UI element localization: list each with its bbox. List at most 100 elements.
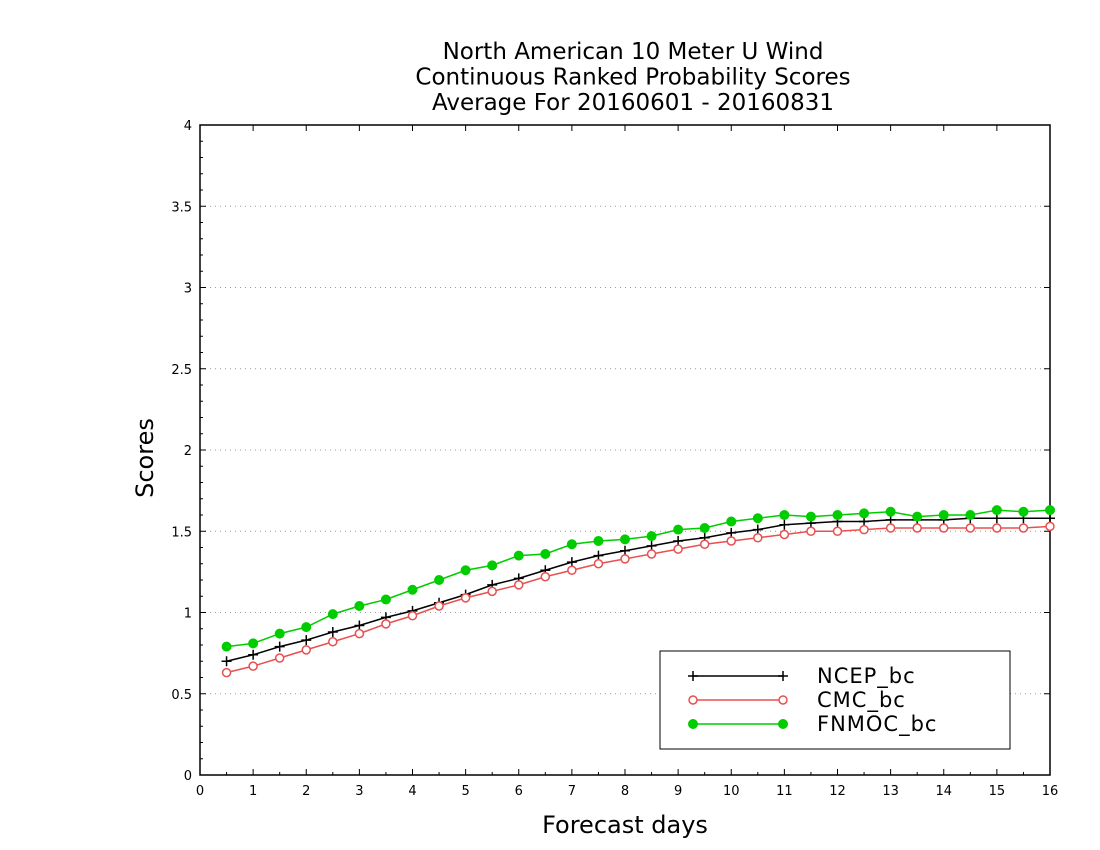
data-point xyxy=(688,719,698,729)
y-tick-label: 1.5 xyxy=(171,525,192,540)
y-axis-label: Scores xyxy=(131,418,159,498)
data-point xyxy=(354,601,365,611)
data-point xyxy=(248,661,258,671)
data-point xyxy=(726,516,737,527)
data-point xyxy=(274,628,285,639)
series-line xyxy=(226,509,1051,648)
data-point xyxy=(248,649,259,660)
data-point xyxy=(1018,506,1029,517)
gridlines xyxy=(200,205,1050,695)
data-point xyxy=(779,510,790,520)
data-point xyxy=(673,524,684,535)
y-tick-label: 0.5 xyxy=(171,688,192,703)
data-point xyxy=(487,560,498,571)
data-point xyxy=(593,536,604,546)
data-point xyxy=(460,593,471,603)
data-point xyxy=(566,539,577,550)
data-point xyxy=(688,695,698,705)
data-point xyxy=(939,523,949,533)
y-tick-label: 2 xyxy=(184,444,192,459)
x-tick-label: 13 xyxy=(882,784,899,799)
x-tick-label: 0 xyxy=(196,784,204,799)
y-tick-label: 4 xyxy=(184,119,192,134)
data-point xyxy=(301,622,312,633)
data-point xyxy=(274,653,285,663)
x-tick-label: 10 xyxy=(723,784,740,799)
x-tick-label: 2 xyxy=(302,784,310,799)
series-line xyxy=(226,517,1050,662)
series-FNMOC_bc xyxy=(221,505,1055,652)
data-point xyxy=(779,519,790,530)
data-point xyxy=(885,506,896,517)
title-line-2: Continuous Ranked Probability Scores xyxy=(415,65,850,91)
data-point xyxy=(1045,521,1055,532)
data-point xyxy=(646,549,657,559)
data-point xyxy=(991,505,1002,516)
data-point xyxy=(566,557,577,568)
data-point xyxy=(752,513,763,524)
x-tick-label: 9 xyxy=(674,784,682,799)
data-point xyxy=(805,511,816,522)
y-axis: 0 0.5 1 1.5 2 2.5 3 3.5 4 xyxy=(171,119,1050,784)
data-point xyxy=(806,526,816,536)
data-point xyxy=(778,671,788,681)
data-point xyxy=(646,531,657,542)
data-point xyxy=(327,609,338,620)
data-point xyxy=(328,637,338,647)
data-point xyxy=(965,510,976,520)
data-point xyxy=(912,511,923,522)
data-point xyxy=(460,565,471,576)
x-tick-label: 11 xyxy=(776,784,793,799)
x-tick-label: 5 xyxy=(461,784,469,799)
data-point xyxy=(778,719,788,729)
data-point xyxy=(593,550,604,561)
x-tick-label: 14 xyxy=(935,784,952,799)
data-point xyxy=(221,641,232,652)
data-point xyxy=(221,667,232,678)
data-point xyxy=(832,526,843,536)
data-point xyxy=(699,539,710,549)
data-point xyxy=(885,523,896,533)
data-point xyxy=(513,550,524,561)
data-point xyxy=(620,534,630,545)
data-point xyxy=(274,641,285,652)
x-tick-label: 3 xyxy=(355,784,363,799)
y-tick-label: 2.5 xyxy=(171,363,192,378)
data-point xyxy=(540,572,551,582)
x-axis: 0 1 2 3 4 5 6 7 8 9 10 11 12 13 14 15 16 xyxy=(196,125,1058,799)
data-point xyxy=(965,523,976,533)
y-tick-label: 3 xyxy=(184,282,192,297)
data-point xyxy=(938,510,949,520)
data-point xyxy=(620,545,630,556)
x-tick-label: 7 xyxy=(568,784,576,799)
x-tick-label: 6 xyxy=(515,784,523,799)
legend-label: CMC_bc xyxy=(817,688,906,713)
data-point xyxy=(248,638,259,649)
data-point xyxy=(726,527,737,538)
legend-item: CMC_bc xyxy=(688,688,906,713)
data-point xyxy=(992,523,1002,533)
data-point xyxy=(407,584,418,595)
series-CMC_bc xyxy=(221,521,1055,678)
x-tick-label: 15 xyxy=(989,784,1006,799)
x-tick-label: 12 xyxy=(829,784,846,799)
data-point xyxy=(514,580,524,590)
data-point xyxy=(1018,523,1029,533)
legend-label: NCEP_bc xyxy=(817,664,916,689)
data-point xyxy=(859,508,870,519)
data-point xyxy=(832,510,843,520)
data-point xyxy=(688,671,698,681)
data-point xyxy=(912,523,922,533)
data-point xyxy=(753,533,763,543)
data-point xyxy=(354,620,365,631)
data-point xyxy=(859,524,869,535)
legend-label: FNMOC_bc xyxy=(817,712,937,737)
data-point xyxy=(407,611,418,621)
data-point xyxy=(752,524,763,535)
data-point xyxy=(673,536,684,546)
data-point xyxy=(380,594,391,605)
x-tick-label: 8 xyxy=(621,784,629,799)
data-point xyxy=(778,695,788,705)
